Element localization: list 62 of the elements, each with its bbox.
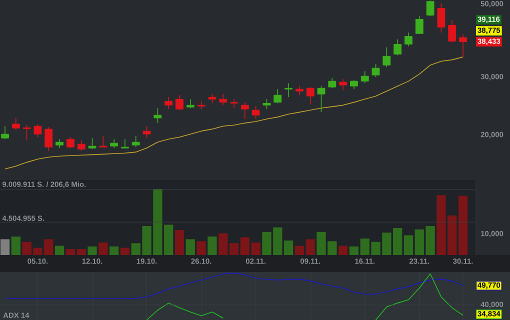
candlestick	[121, 138, 129, 149]
candlestick	[176, 94, 184, 111]
candlestick	[360, 70, 369, 84]
bar	[404, 235, 414, 255]
candlestick	[284, 82, 292, 98]
candlestick	[154, 108, 162, 124]
bar	[349, 246, 359, 255]
candlestick	[426, 0, 434, 17]
candlestick	[372, 64, 380, 78]
candlestick	[99, 136, 108, 148]
candlestick	[306, 86, 314, 105]
bar	[306, 239, 315, 255]
candlestick	[448, 20, 456, 43]
bar	[54, 246, 64, 255]
candlestick	[88, 138, 96, 150]
bar	[186, 239, 195, 255]
candlestick	[274, 88, 282, 104]
candlestick	[44, 126, 53, 152]
candlestick	[230, 98, 238, 109]
bar	[338, 246, 348, 255]
candlestick	[394, 38, 402, 56]
bar	[66, 249, 76, 255]
candlestick	[77, 140, 86, 152]
candlestick	[132, 136, 140, 148]
bar	[120, 248, 130, 255]
bar	[109, 246, 119, 255]
candlestick	[317, 86, 326, 113]
bar	[76, 249, 86, 255]
bar	[284, 240, 294, 255]
bar	[98, 242, 108, 255]
bar	[0, 239, 10, 255]
candlestick	[252, 106, 260, 120]
bar	[88, 246, 97, 255]
candlestick	[437, 2, 446, 33]
candlestick	[459, 34, 467, 58]
bar	[11, 236, 20, 255]
candlestick	[382, 46, 391, 68]
candlestick	[219, 94, 228, 106]
candlestick	[1, 126, 9, 140]
bar	[196, 241, 206, 255]
candlestick	[164, 96, 173, 110]
candlestick	[328, 78, 336, 89]
bar	[218, 233, 228, 255]
candlestick	[404, 32, 412, 47]
candlestick	[142, 126, 151, 139]
bar	[229, 243, 239, 255]
candlestick	[240, 102, 249, 120]
candlestick	[34, 124, 42, 138]
bar	[174, 230, 184, 255]
candlestick	[66, 136, 74, 149]
bar	[458, 196, 468, 255]
candlestick	[186, 98, 194, 109]
candlestick	[12, 118, 20, 131]
candlestick	[262, 98, 271, 110]
candlestick	[22, 124, 31, 141]
bar	[294, 246, 304, 255]
line-series	[4, 56, 464, 170]
candlestick	[295, 86, 304, 96]
bar	[208, 236, 217, 255]
candlestick	[415, 16, 424, 34]
candlestick	[208, 94, 216, 104]
candlestick	[339, 78, 348, 91]
